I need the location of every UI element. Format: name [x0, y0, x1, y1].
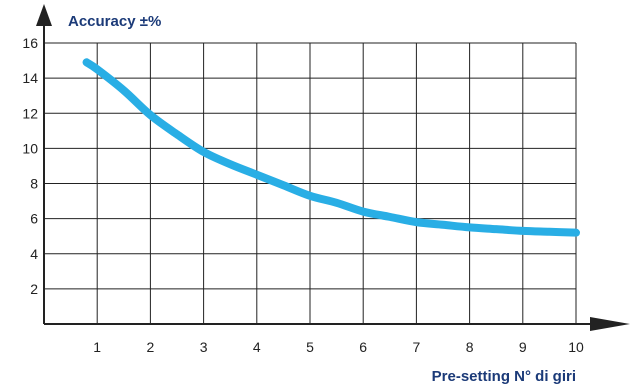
y-tick-10: 10 [22, 140, 38, 156]
y-tick-6: 6 [30, 211, 38, 227]
x-tick-labels: 1 2 3 4 5 6 7 8 9 10 [93, 339, 584, 355]
x-tick-2: 2 [147, 339, 155, 355]
x-tick-3: 3 [200, 339, 208, 355]
x-tick-7: 7 [413, 339, 421, 355]
y-axis-title: Accuracy ±% [68, 13, 161, 30]
y-tick-14: 14 [22, 70, 38, 86]
grid [44, 43, 576, 324]
x-tick-8: 8 [466, 339, 474, 355]
x-tick-9: 9 [519, 339, 527, 355]
x-axis-arrow [590, 317, 630, 331]
y-tick-2: 2 [30, 281, 38, 297]
x-tick-10: 10 [568, 339, 584, 355]
x-axis-title: Pre-setting N° di giri [432, 368, 576, 385]
x-tick-1: 1 [93, 339, 101, 355]
y-tick-12: 12 [22, 105, 38, 121]
x-tick-5: 5 [306, 339, 314, 355]
x-tick-4: 4 [253, 339, 261, 355]
y-axis-arrow [36, 4, 52, 26]
y-tick-4: 4 [30, 246, 38, 262]
series-line [87, 62, 576, 232]
x-tick-6: 6 [359, 339, 367, 355]
y-tick-16: 16 [22, 35, 38, 51]
y-tick-8: 8 [30, 176, 38, 192]
y-tick-labels: 2 4 6 8 10 12 14 16 [22, 35, 38, 297]
axes [36, 4, 630, 331]
